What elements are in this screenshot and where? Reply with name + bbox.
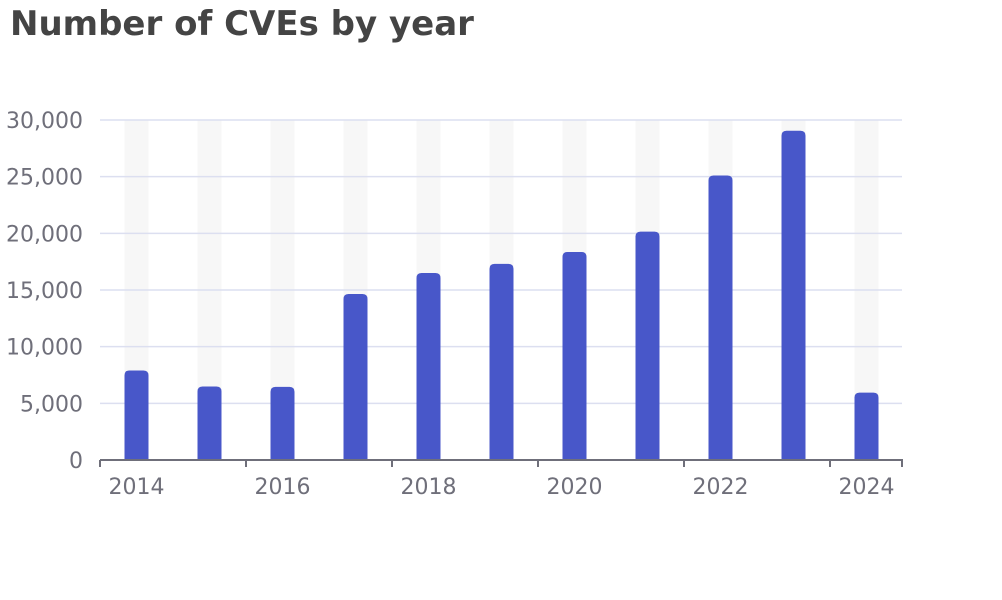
bar-2020 bbox=[562, 252, 587, 460]
bar-2015 bbox=[197, 386, 222, 460]
x-tick-label: 2014 bbox=[109, 475, 165, 500]
bar-2024 bbox=[854, 392, 879, 460]
y-tick-label: 20,000 bbox=[6, 222, 83, 247]
bar-2019 bbox=[489, 263, 514, 460]
y-tick-label: 25,000 bbox=[6, 166, 83, 191]
y-tick-label: 10,000 bbox=[6, 336, 83, 361]
x-tick-label: 2020 bbox=[547, 475, 603, 500]
tick-label-layer: 0 5,000 10,000 15,000 20,000 25,000 30,000 2014… bbox=[6, 109, 894, 500]
y-tick-label: 0 bbox=[69, 449, 83, 474]
chart-title: Number of CVEs by year bbox=[10, 4, 474, 44]
bar-2014 bbox=[124, 370, 149, 460]
x-tick-label: 2022 bbox=[693, 475, 749, 500]
bar-2021 bbox=[635, 231, 660, 460]
y-tick-label: 30,000 bbox=[6, 109, 83, 134]
bar-layer bbox=[124, 130, 879, 461]
bar-2016 bbox=[270, 386, 295, 460]
x-tick-label: 2024 bbox=[839, 475, 895, 500]
bar-2022 bbox=[708, 175, 733, 461]
y-tick-label: 15,000 bbox=[6, 279, 83, 304]
x-tick-label: 2018 bbox=[401, 475, 457, 500]
y-tick-label: 5,000 bbox=[20, 392, 83, 417]
bar-2017 bbox=[343, 293, 368, 460]
axis-layer bbox=[99, 459, 903, 467]
x-tick-label: 2016 bbox=[255, 475, 311, 500]
bar-2018 bbox=[416, 273, 441, 460]
bar-2023 bbox=[781, 130, 806, 460]
